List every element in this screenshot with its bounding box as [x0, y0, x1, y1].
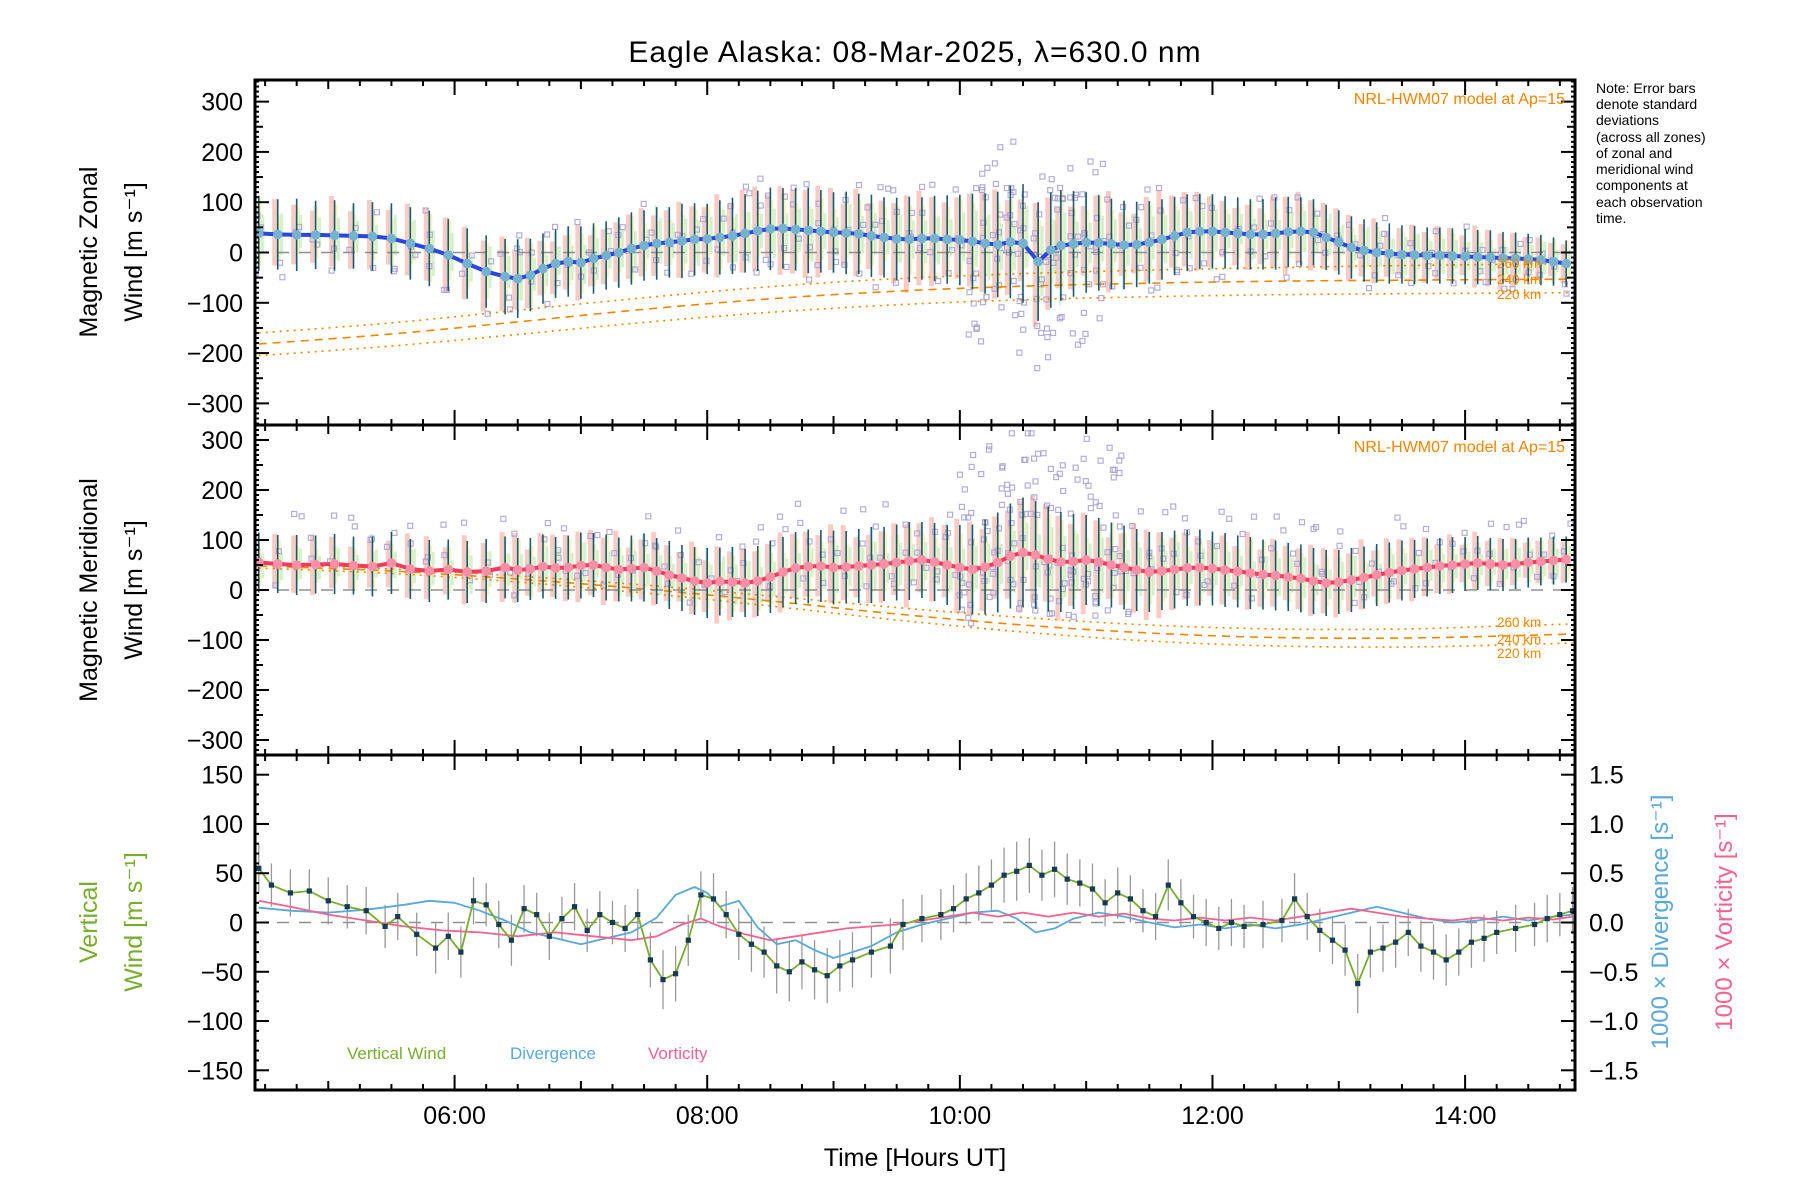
svg-text:200: 200 — [201, 139, 243, 167]
svg-text:150: 150 — [201, 762, 243, 790]
svg-text:300: 300 — [201, 427, 243, 455]
svg-text:14:00: 14:00 — [1434, 1102, 1497, 1130]
svg-text:100: 100 — [201, 527, 243, 555]
axes-layer: 300 200 100 0 −100 −200 −300 300 200 100 0 −100 −200… — [187, 78, 1638, 1130]
svg-text:0.0: 0.0 — [1589, 910, 1624, 938]
svg-text:0: 0 — [229, 577, 243, 605]
svg-text:0: 0 — [229, 240, 243, 268]
altitude-label-260-zonal: 260 km — [1497, 256, 1541, 271]
zonal-ylabel-1: Magnetic Zonal — [75, 167, 103, 338]
vorticity-axis-label: 1000 × Vorticity [s⁻¹] — [1711, 813, 1738, 1030]
altitude-label-240-meridional: 240 km — [1497, 632, 1541, 647]
svg-text:−100: −100 — [187, 1008, 243, 1036]
note-text: Note: Error bars denote standard deviati… — [1596, 80, 1706, 226]
legend-vorticity: Vorticity — [648, 1044, 708, 1063]
svg-text:−300: −300 — [187, 390, 243, 418]
svg-text:−0.5: −0.5 — [1589, 959, 1638, 987]
zonal-panel — [255, 138, 1575, 372]
svg-text:−100: −100 — [187, 627, 243, 655]
svg-text:0.5: 0.5 — [1589, 860, 1624, 888]
svg-text:−200: −200 — [187, 677, 243, 705]
x-axis-title: Time [Hours UT] — [824, 1144, 1006, 1172]
vertical-panel — [255, 837, 1575, 1014]
chart-title: Eagle Alaska: 08-Mar-2025, λ=630.0 nm — [628, 36, 1202, 69]
svg-text:−150: −150 — [187, 1057, 243, 1085]
legend-vertical-wind: Vertical Wind — [347, 1044, 447, 1063]
meridional-ylabel-1: Magnetic Meridional — [75, 478, 103, 702]
svg-text:10:00: 10:00 — [929, 1102, 992, 1130]
svg-text:08:00: 08:00 — [676, 1102, 739, 1130]
svg-text:−1.5: −1.5 — [1589, 1057, 1638, 1085]
divergence-axis-label: 1000 × Divergence [s⁻¹] — [1647, 795, 1674, 1050]
altitude-label-220-zonal: 220 km — [1497, 287, 1541, 302]
altitude-label-220-meridional: 220 km — [1497, 646, 1541, 661]
vertical-ylabel-2: Wind [m s⁻¹] — [120, 852, 148, 992]
vertical-ylabel-1: Vertical — [75, 881, 103, 963]
meridional-ylabel-2: Wind [m s⁻¹] — [120, 520, 148, 660]
zonal-ylabel-2: Wind [m s⁻¹] — [120, 182, 148, 322]
svg-text:50: 50 — [215, 860, 243, 888]
svg-text:300: 300 — [201, 89, 243, 117]
svg-text:−200: −200 — [187, 340, 243, 368]
svg-text:06:00: 06:00 — [423, 1102, 486, 1130]
svg-text:12:00: 12:00 — [1181, 1102, 1244, 1130]
model-label-zonal: NRL-HWM07 model at Ap=15 — [1354, 91, 1565, 108]
svg-text:1.0: 1.0 — [1589, 811, 1624, 839]
model-label-meridional: NRL-HWM07 model at Ap=15 — [1354, 439, 1565, 456]
svg-text:−1.0: −1.0 — [1589, 1008, 1638, 1036]
svg-text:−100: −100 — [187, 290, 243, 318]
svg-text:200: 200 — [201, 477, 243, 505]
svg-text:1.5: 1.5 — [1589, 762, 1624, 790]
legend-divergence: Divergence — [510, 1044, 596, 1063]
meridional-panel — [255, 430, 1575, 648]
svg-text:−50: −50 — [201, 959, 243, 987]
altitude-label-240-zonal: 240 km — [1497, 272, 1541, 287]
altitude-label-260-meridional: 260 km — [1497, 615, 1541, 630]
svg-text:100: 100 — [201, 811, 243, 839]
svg-text:0: 0 — [229, 910, 243, 938]
svg-text:−300: −300 — [187, 727, 243, 755]
svg-text:100: 100 — [201, 189, 243, 217]
